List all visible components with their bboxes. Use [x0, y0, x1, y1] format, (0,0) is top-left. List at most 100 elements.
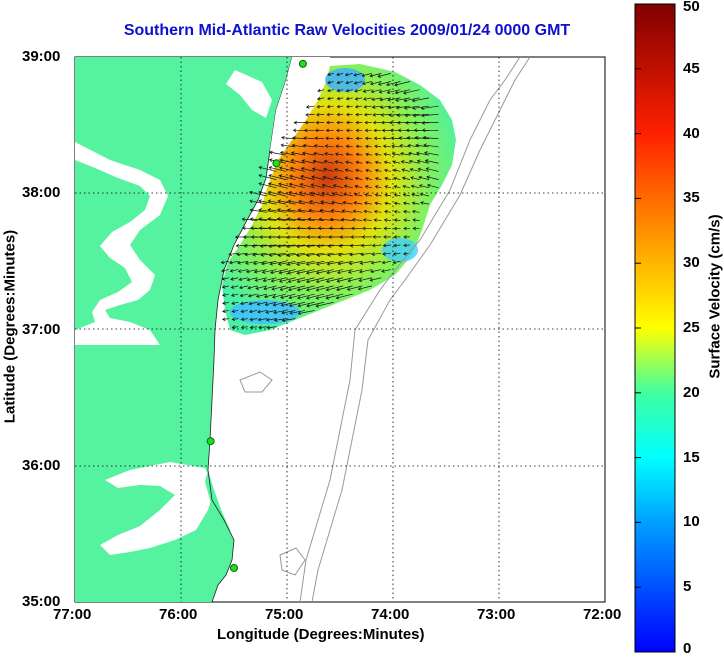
velocity-arrow [288, 301, 306, 308]
radar-station-marker [230, 563, 238, 572]
velocity-arrow [354, 176, 363, 181]
velocity-arrow [420, 105, 439, 111]
bathymetry-contour [299, 57, 521, 602]
velocity-arrow [344, 72, 353, 77]
velocity-arrow [335, 293, 353, 300]
velocity-arrow [410, 176, 420, 180]
velocity-arrow [346, 285, 363, 291]
velocity-arrow [374, 144, 382, 149]
velocity-arrow [361, 73, 372, 78]
velocity-arrow [418, 175, 430, 180]
velocity-arrow [305, 269, 325, 275]
velocity-arrow [278, 277, 296, 283]
velocity-arrow [404, 113, 420, 118]
velocity-arrow [365, 168, 372, 173]
velocity-arrow [400, 160, 411, 164]
velocity-arrow [325, 136, 334, 141]
y-axis-title: Latitude (Degrees:Minutes) [1, 229, 19, 424]
velocity-arrow [345, 136, 353, 141]
velocity-arrow [374, 193, 382, 197]
velocity-arrow [268, 166, 287, 172]
pamlico-sound [100, 462, 215, 555]
velocity-arrow [326, 104, 334, 109]
velocity-arrow [345, 88, 353, 93]
velocity-arrow [395, 97, 411, 102]
velocity-arrow [239, 285, 248, 290]
velocity-arrow [278, 174, 296, 180]
velocity-arrow [381, 269, 391, 273]
velocity-arrow [259, 244, 277, 248]
grid [75, 57, 605, 602]
velocity-arrow [319, 208, 334, 213]
velocity-arrow [345, 144, 353, 149]
velocity-arrow [278, 269, 296, 275]
velocity-arrow [421, 113, 439, 118]
velocity-arrow [325, 277, 344, 283]
velocity-arrow [412, 209, 420, 214]
velocity-arrow [270, 269, 287, 275]
velocity-arrow [365, 144, 372, 149]
velocity-arrow [316, 244, 334, 248]
velocity-arrow [265, 317, 277, 322]
colorbar-tick-label: 50 [683, 0, 700, 15]
velocity-arrow [392, 251, 401, 256]
velocity-arrow [243, 244, 258, 248]
velocity-arrow [336, 269, 353, 275]
x-tick-label: 72:00 [583, 606, 622, 623]
velocity-arrow [317, 88, 325, 93]
velocity-arrow [256, 293, 267, 298]
velocity-arrow [354, 89, 363, 93]
velocity-arrow [350, 235, 363, 239]
velocity-arrow [393, 176, 401, 181]
velocity-arrow [333, 176, 344, 180]
velocity-arrow [371, 252, 382, 256]
velocity-arrow [257, 317, 267, 322]
velocity-arrow [293, 120, 306, 125]
velocity-arrow [254, 277, 267, 282]
velocity-arrow [268, 252, 286, 257]
velocity-arrow [393, 209, 401, 214]
velocity-arrow [289, 174, 306, 180]
velocity-arrow [228, 252, 239, 256]
velocity-arrow [393, 243, 401, 248]
velocity-arrow [230, 285, 239, 289]
velocity-arrow [363, 201, 372, 206]
radar-station-marker [206, 437, 215, 446]
velocity-arrow [371, 97, 382, 102]
velocity-arrow [306, 301, 325, 308]
velocity-arrow [391, 144, 401, 148]
velocity-arrow [237, 260, 248, 265]
velocity-arrow [402, 193, 411, 197]
velocity-arrow [304, 120, 315, 125]
velocity-arrow [253, 269, 267, 274]
velocity-arrow [338, 252, 353, 257]
velocity-arrow [231, 325, 239, 329]
velocity-arrow [277, 190, 296, 197]
velocity-arrow [306, 252, 325, 258]
velocity-arrow [411, 201, 420, 206]
velocity-arrow [280, 293, 296, 299]
velocity-arrow [287, 277, 306, 284]
velocity-arrow [258, 226, 277, 230]
velocity-arrow [336, 120, 344, 125]
velocity-arrow [365, 152, 372, 157]
velocity-arrow [312, 159, 325, 164]
velocity-arrow [336, 104, 344, 109]
velocity-arrow [306, 244, 325, 249]
velocity-arrow [384, 176, 391, 181]
velocity-arrow [364, 184, 372, 189]
velocity-arrow [249, 208, 267, 213]
velocity-arrow [296, 226, 315, 230]
velocity-arrow [287, 208, 306, 213]
velocity-arrow [384, 193, 391, 197]
velocity-arrow [355, 128, 363, 133]
velocity-arrow [292, 136, 306, 140]
velocity-arrow [386, 81, 401, 87]
velocity-arrow [305, 112, 315, 117]
velocity-arrow [269, 261, 287, 266]
velocity-arrow [355, 136, 363, 141]
velocity-arrow [337, 261, 353, 266]
x-tick-label: 74:00 [371, 606, 410, 623]
velocity-arrow [402, 184, 411, 189]
y-tick-label: 36:00 [22, 456, 61, 474]
